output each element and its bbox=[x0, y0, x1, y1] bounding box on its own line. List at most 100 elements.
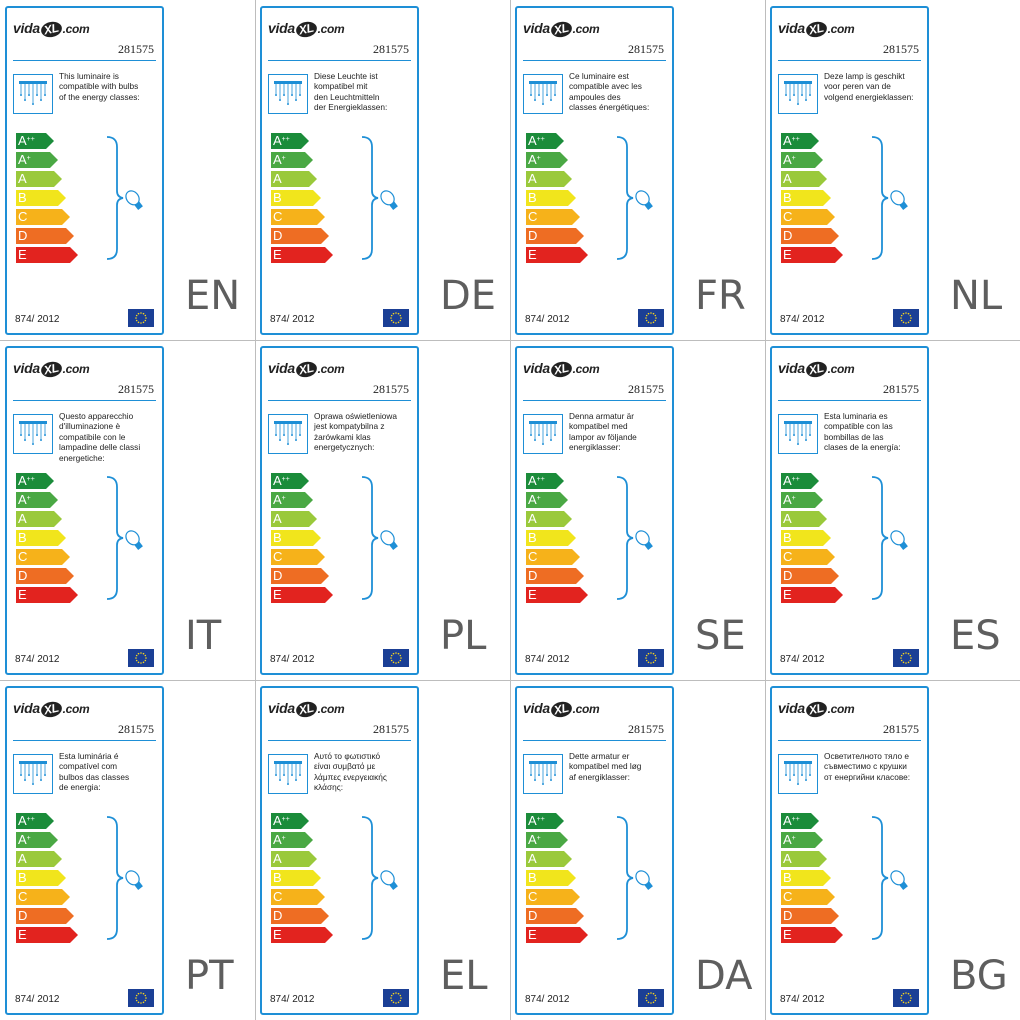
class-arrow-shape bbox=[781, 568, 839, 584]
brand-logo: vida XL .com bbox=[268, 360, 345, 379]
brand-suffix: .com bbox=[827, 22, 855, 36]
divider bbox=[13, 740, 156, 741]
energy-class-label: A bbox=[783, 511, 792, 527]
energy-class-plus: + bbox=[281, 155, 286, 162]
class-arrow-shape bbox=[526, 908, 584, 924]
product-code: 281575 bbox=[883, 722, 919, 736]
energy-class-letter: A bbox=[273, 473, 282, 488]
class-arrow-shape bbox=[271, 473, 309, 489]
class-arrow-shape bbox=[526, 511, 572, 527]
bulb-icon bbox=[871, 476, 908, 600]
energy-class-label: C bbox=[273, 889, 282, 905]
energy-class-letter: E bbox=[18, 927, 27, 942]
bulb-icon bbox=[616, 816, 653, 940]
energy-class-letter: A bbox=[18, 152, 27, 167]
luminaire-icon bbox=[274, 81, 302, 105]
class-arrow-shape bbox=[781, 209, 835, 225]
energy-class-label: A+ bbox=[273, 152, 286, 168]
energy-class-letter: C bbox=[528, 549, 538, 564]
energy-class-letter: E bbox=[783, 587, 792, 602]
eu-flag-icon bbox=[390, 992, 402, 1004]
eu-flag bbox=[128, 309, 154, 327]
energy-class-letter: D bbox=[783, 908, 793, 923]
energy-class-letter: D bbox=[783, 568, 793, 583]
divider bbox=[268, 740, 411, 741]
label-cell: vida XL .com 281575 Dette armatur er kompati… bbox=[510, 680, 765, 1020]
energy-class-label: A++ bbox=[783, 813, 800, 829]
energy-class-letter: E bbox=[528, 927, 537, 942]
luminaire-icon bbox=[19, 421, 47, 445]
class-arrow-shape bbox=[271, 209, 325, 225]
brand-suffix: .com bbox=[62, 22, 90, 36]
energy-class-label: B bbox=[18, 530, 27, 546]
brand-badge: XL bbox=[804, 20, 828, 39]
class-arrow-shape bbox=[526, 209, 580, 225]
energy-class-letter: C bbox=[528, 889, 538, 904]
class-arrow-shape bbox=[16, 492, 58, 508]
bulb-icon bbox=[616, 476, 653, 600]
class-arrow-shape bbox=[271, 133, 309, 149]
luminaire-icon-frame bbox=[523, 414, 563, 454]
brand-logo: vida XL .com bbox=[13, 360, 90, 379]
eu-flag bbox=[638, 989, 664, 1007]
class-arrow-shape bbox=[781, 152, 823, 168]
class-arrow-shape bbox=[526, 832, 568, 848]
class-arrow-shape bbox=[526, 549, 580, 565]
energy-class-label: A+ bbox=[528, 832, 541, 848]
bulb-icon bbox=[871, 136, 908, 260]
compatible-range-brace bbox=[360, 473, 402, 608]
energy-class-plus: + bbox=[26, 835, 31, 842]
product-code: 281575 bbox=[373, 722, 409, 736]
compatible-range-brace bbox=[360, 813, 402, 948]
compatible-range-brace bbox=[615, 473, 657, 608]
class-arrow-shape bbox=[16, 530, 66, 546]
brand-badge: XL bbox=[39, 700, 63, 719]
energy-class-letter: C bbox=[783, 209, 793, 224]
energy-class-letter: D bbox=[273, 228, 283, 243]
energy-class-label: A+ bbox=[18, 152, 31, 168]
class-arrow-shape bbox=[271, 549, 325, 565]
luminaire-icon bbox=[19, 81, 47, 105]
luminaire-icon-frame bbox=[268, 754, 308, 794]
compatibility-text: Αυτό το φωτιστικό είναι συμβατό με λάμπε… bbox=[314, 751, 387, 793]
language-code: DA bbox=[695, 953, 753, 999]
language-code: EL bbox=[440, 953, 488, 999]
luminaire-icon-frame bbox=[523, 754, 563, 794]
divider bbox=[13, 400, 156, 401]
language-code: EN bbox=[185, 273, 241, 319]
class-arrow-shape bbox=[526, 889, 580, 905]
compatibility-text: Осветителното тяло е съвместимо с крушки… bbox=[824, 751, 911, 782]
grid-divider bbox=[255, 0, 256, 1020]
divider bbox=[778, 400, 921, 401]
energy-class-letter: A bbox=[783, 133, 792, 148]
class-arrow-shape bbox=[526, 190, 576, 206]
label-cell: vida XL .com 281575 Denna armatur är kompati… bbox=[510, 340, 765, 680]
energy-class-letter: C bbox=[783, 549, 793, 564]
brand-badge: XL bbox=[294, 360, 318, 379]
energy-class-plus: + bbox=[26, 495, 31, 502]
brand-name: vida bbox=[523, 700, 550, 716]
brand-logo: vida XL .com bbox=[778, 20, 855, 39]
energy-class-label: C bbox=[528, 209, 537, 225]
class-arrow-shape bbox=[271, 568, 329, 584]
class-arrow-shape bbox=[271, 152, 313, 168]
class-arrow-shape bbox=[781, 889, 835, 905]
class-arrow-shape bbox=[781, 247, 843, 263]
energy-class-plus: ++ bbox=[791, 136, 800, 143]
compatibility-text: Diese Leuchte ist kompatibel mit den Leu… bbox=[314, 71, 388, 113]
compatibility-text: Esta luminária é compatível com bulbos d… bbox=[59, 751, 130, 793]
energy-class-letter: D bbox=[273, 568, 283, 583]
regulation-number: 874/ 2012 bbox=[780, 314, 825, 325]
class-arrow-shape bbox=[16, 568, 74, 584]
class-arrow-shape bbox=[271, 851, 317, 867]
class-arrow-shape bbox=[16, 870, 66, 886]
brand-name: vida bbox=[778, 700, 805, 716]
energy-class-letter: A bbox=[783, 152, 792, 167]
brand-name: vida bbox=[13, 360, 40, 376]
luminaire-icon bbox=[529, 761, 557, 785]
energy-label-card: vida XL .com 281575 Diese Leuchte ist kompat… bbox=[260, 6, 419, 335]
energy-class-letter: A bbox=[783, 492, 792, 507]
class-arrow-shape bbox=[781, 171, 827, 187]
bulb-icon bbox=[871, 816, 908, 940]
energy-class-letter: C bbox=[783, 889, 793, 904]
